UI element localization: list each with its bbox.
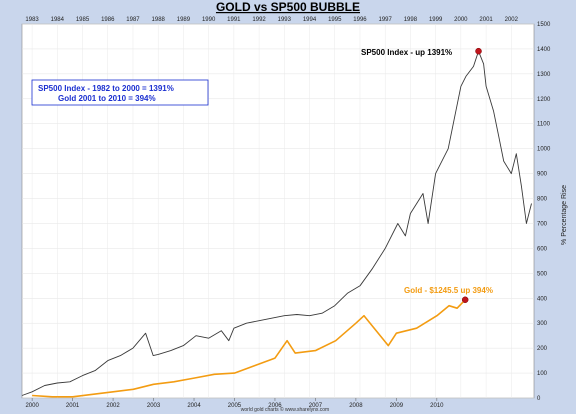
sp500-index-peak-marker [475,47,482,55]
right-axis: 0 100 200 300 400 500 600 700 800 900 1000 1100 1200… [537,22,551,402]
x-top-tick-label: 1987 [126,17,140,23]
y-tick-label: 1300 [537,72,551,78]
y-tick-label: 1400 [537,47,551,53]
x-bottom-tick-label: 2001 [66,403,80,409]
x-top-tick-label: 1994 [303,17,317,23]
x-top-tick-label: 1984 [51,17,65,23]
y-tick-label: 1000 [537,147,551,153]
chart-title: GOLD vs SP500 BUBBLE [216,0,360,14]
x-top-tick-label: 1993 [278,17,292,23]
y-tick-label: 300 [537,321,548,327]
y-tick-label: 1100 [537,122,551,128]
y-tick-label: 900 [537,172,548,178]
gold-peak-marker [461,296,469,304]
x-top-tick-label: 2002 [505,17,519,23]
legend-box [31,79,209,106]
x-top-tick-label: 1996 [353,17,367,23]
y-tick-label: 1200 [537,97,551,103]
legend: SP500 Index - 1982 to 2000 = 1391% Gold … [31,79,209,106]
x-bottom-tick-label: 2010 [430,403,444,409]
x-top-tick-label: 1989 [177,17,191,23]
x-bottom-tick-label: 2007 [309,403,323,409]
legend-line-2: Gold 2001 to 2010 = 394% [58,94,156,103]
y-tick-label: 200 [537,346,548,352]
y-tick-label: 600 [537,246,548,252]
y-tick-label: 1500 [537,22,551,28]
x-bottom-tick-label: 2009 [390,403,404,409]
y-tick-label: 100 [537,371,548,377]
sp500-index-line [21,50,532,396]
top-axis: 1983 1984 1985 1986 1987 1988 1989 1990 1991 1992… [25,17,518,23]
gold-annotation: Gold - $1245.5 up 394% [404,286,493,295]
x-top-tick-label: 1995 [328,17,342,23]
series-layer [21,47,532,398]
x-top-tick-label: 1998 [404,17,418,23]
x-top-tick-label: 2000 [454,17,468,23]
x-bottom-tick-label: 2003 [147,403,161,409]
gold-line [32,299,466,398]
x-top-tick-label: 2001 [479,17,493,23]
bottom-axis: 2000 2001 2002 2003 2004 2005 2006 2007 2008 2009… [25,398,444,409]
y-tick-label: 700 [537,221,548,227]
sp500-annotation: SP500 Index - up 1391% [361,48,452,57]
y-axis-label: % Percentage Rise [561,185,568,245]
y-tick-label: 400 [537,296,548,302]
x-top-tick-label: 1997 [379,17,393,23]
x-top-tick-label: 1988 [152,17,166,23]
x-bottom-tick-label: 2005 [228,403,242,409]
y-tick-label: 500 [537,271,548,277]
x-bottom-tick-label: 2000 [25,403,39,409]
x-top-tick-label: 1999 [429,17,443,23]
x-bottom-tick-label: 2008 [349,403,363,409]
x-bottom-tick-label: 2002 [106,403,120,409]
y-tick-label: 800 [537,197,548,203]
footer-credit: world gold charts © www.sharelynx.com [241,406,329,413]
y-tick-label: 0 [537,396,541,402]
legend-line-1: SP500 Index - 1982 to 2000 = 1391% [38,84,174,93]
x-top-tick-label: 1983 [25,17,39,23]
x-bottom-tick-label: 2006 [268,403,282,409]
x-bottom-tick-label: 2004 [187,403,201,409]
x-top-tick-label: 1986 [101,17,115,23]
x-top-tick-label: 1992 [252,17,266,23]
x-top-tick-label: 1991 [227,17,241,23]
x-top-tick-label: 1990 [202,17,216,23]
x-top-tick-label: 1985 [76,17,90,23]
